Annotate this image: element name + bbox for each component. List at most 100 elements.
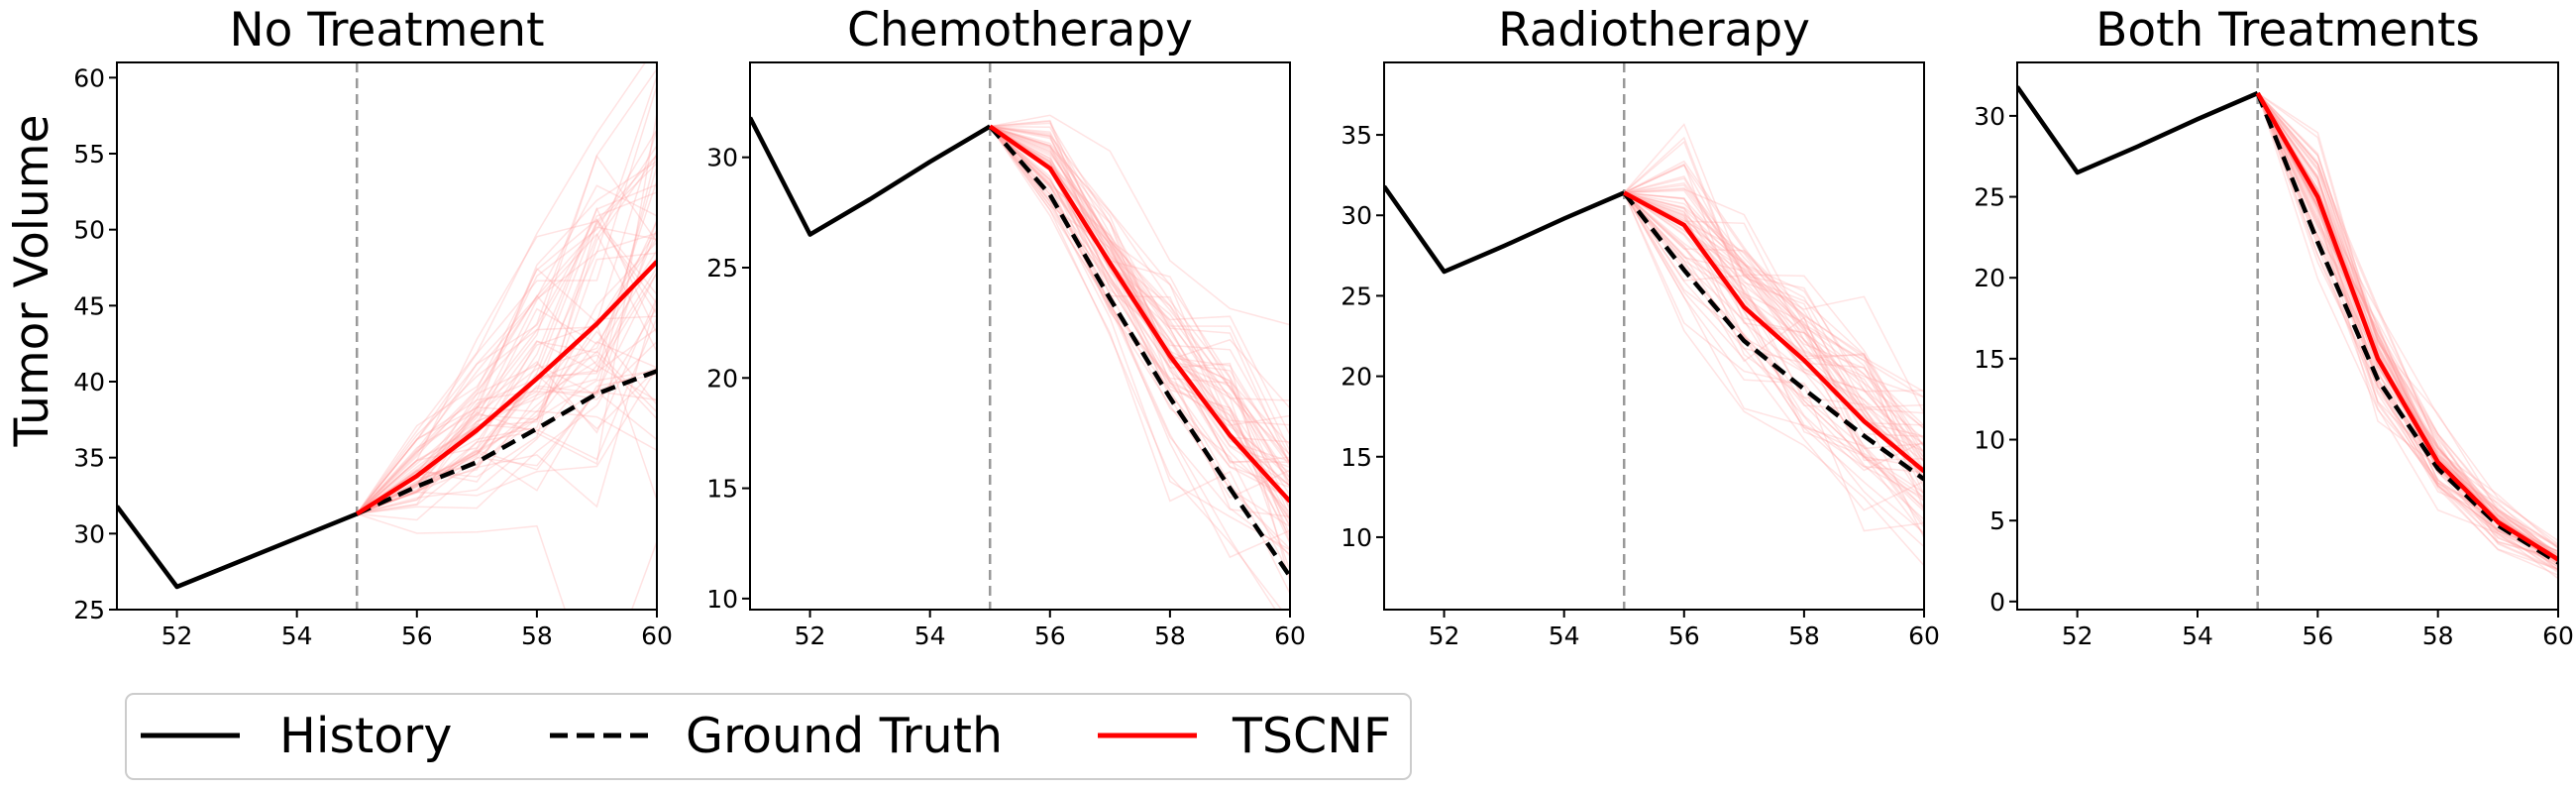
sample-trajectory bbox=[1623, 191, 1924, 427]
sample-trajectory bbox=[356, 151, 657, 515]
sample-trajectory bbox=[356, 350, 657, 515]
sample-trajectory bbox=[989, 125, 1290, 487]
y-tick-label: 20 bbox=[1974, 264, 2005, 292]
sample-trajectory bbox=[1623, 191, 1924, 498]
y-tick-label: 35 bbox=[73, 444, 105, 473]
sample-trajectory bbox=[356, 232, 657, 515]
sample-trajectory bbox=[990, 125, 1290, 426]
sample-trajectory bbox=[2257, 92, 2558, 546]
panel-title: Both Treatments bbox=[2095, 3, 2480, 57]
sample-trajectory bbox=[356, 218, 657, 514]
legend: History Ground Truth TSCNF bbox=[125, 693, 1412, 780]
x-tick-label: 60 bbox=[1908, 622, 1940, 650]
sample-trajectories bbox=[356, 62, 657, 610]
sample-trajectory bbox=[989, 125, 1290, 519]
y-tick-label: 5 bbox=[1989, 507, 2005, 535]
sample-trajectory bbox=[2256, 92, 2558, 576]
ground-truth-line bbox=[356, 369, 657, 516]
x-tick-label: 56 bbox=[1668, 622, 1700, 650]
sample-trajectory bbox=[356, 179, 657, 514]
sample-trajectory bbox=[356, 298, 657, 515]
x-tick-label: 52 bbox=[2062, 622, 2093, 650]
sample-trajectory bbox=[989, 125, 1290, 401]
legend-label: History bbox=[279, 708, 452, 764]
sample-trajectory bbox=[1623, 191, 1924, 393]
sample-trajectory bbox=[989, 125, 1290, 465]
y-tick-label: 30 bbox=[73, 519, 105, 548]
y-tick-label: 20 bbox=[706, 364, 738, 393]
history-line bbox=[750, 116, 992, 237]
history-line bbox=[1384, 184, 1626, 275]
sample-trajectory bbox=[357, 409, 657, 521]
legend-label: Ground Truth bbox=[686, 708, 1003, 764]
sample-trajectory bbox=[357, 364, 657, 515]
sample-trajectory bbox=[1623, 191, 1924, 438]
y-tick-label: 30 bbox=[1974, 102, 2005, 131]
sample-trajectory bbox=[989, 125, 1290, 544]
plot-area bbox=[117, 62, 657, 610]
sample-trajectory bbox=[356, 257, 657, 514]
sample-trajectory bbox=[356, 322, 657, 515]
sample-trajectory bbox=[1623, 191, 1924, 462]
sample-trajectory bbox=[356, 252, 657, 515]
sample-trajectory bbox=[1623, 191, 1924, 503]
sample-trajectory bbox=[1623, 192, 1924, 532]
x-tick-label: 52 bbox=[1429, 622, 1460, 650]
sample-trajectory bbox=[989, 126, 1290, 595]
sample-trajectory bbox=[990, 125, 1290, 464]
sample-trajectory bbox=[356, 369, 657, 515]
sample-trajectory bbox=[989, 125, 1290, 467]
sample-trajectory bbox=[1623, 191, 1924, 448]
sample-trajectory bbox=[1624, 181, 1924, 495]
sample-trajectory bbox=[989, 126, 1290, 543]
sample-trajectory bbox=[990, 125, 1290, 479]
sample-trajectory bbox=[2257, 92, 2558, 560]
tscnf-line bbox=[2255, 91, 2558, 562]
axes-frame bbox=[116, 61, 658, 611]
sample-trajectory bbox=[1624, 187, 1924, 429]
sample-trajectory bbox=[989, 125, 1290, 484]
x-tick-label: 54 bbox=[914, 622, 946, 650]
sample-trajectory bbox=[1623, 191, 1924, 450]
sample-trajectory bbox=[356, 367, 657, 515]
sample-trajectory bbox=[989, 125, 1290, 538]
sample-trajectory bbox=[356, 315, 657, 514]
sample-trajectory bbox=[2257, 92, 2558, 554]
tscnf-line bbox=[355, 260, 657, 516]
sample-trajectory bbox=[1624, 191, 1924, 437]
tscnf-line bbox=[1623, 190, 1924, 474]
y-tick-label: 25 bbox=[1974, 183, 2005, 212]
sample-trajectory bbox=[1623, 164, 1924, 414]
sample-trajectory bbox=[356, 163, 657, 514]
sample-trajectory bbox=[2257, 92, 2558, 548]
sample-trajectory bbox=[990, 125, 1290, 466]
sample-trajectory bbox=[989, 125, 1290, 452]
legend-frame bbox=[125, 693, 1412, 780]
panel-3: Radiotherapy 52 54 56 58 60 10 15 20 25 30 35 bbox=[1341, 3, 1940, 650]
sample-trajectory bbox=[1623, 164, 1924, 455]
ground-truth-line bbox=[988, 125, 1290, 578]
sample-trajectory bbox=[1623, 192, 1924, 511]
sample-trajectory bbox=[2257, 92, 2558, 558]
sample-trajectory bbox=[1623, 191, 1924, 528]
y-tick-label: 15 bbox=[706, 475, 738, 504]
y-tick-label: 45 bbox=[73, 291, 105, 320]
sample-trajectory bbox=[2257, 92, 2558, 565]
sample-trajectory bbox=[989, 125, 1290, 463]
x-tick-label: 54 bbox=[281, 622, 313, 650]
y-tick-label: 10 bbox=[1974, 426, 2005, 455]
x-tick-label: 60 bbox=[2542, 622, 2574, 650]
sample-trajectory bbox=[989, 126, 1283, 610]
history-line bbox=[2017, 85, 2259, 175]
y-tick-label: 25 bbox=[1341, 282, 1372, 310]
sample-trajectory bbox=[1624, 188, 1924, 471]
sample-trajectory bbox=[2256, 92, 2558, 574]
x-tick-label: 56 bbox=[2302, 622, 2333, 650]
sample-trajectory bbox=[1624, 177, 1924, 459]
y-tick-label: 40 bbox=[73, 368, 105, 396]
sample-trajectory bbox=[989, 125, 1290, 535]
sample-trajectory bbox=[356, 75, 657, 514]
axes-frame bbox=[749, 61, 1291, 611]
y-tick-label: 15 bbox=[1341, 443, 1372, 472]
